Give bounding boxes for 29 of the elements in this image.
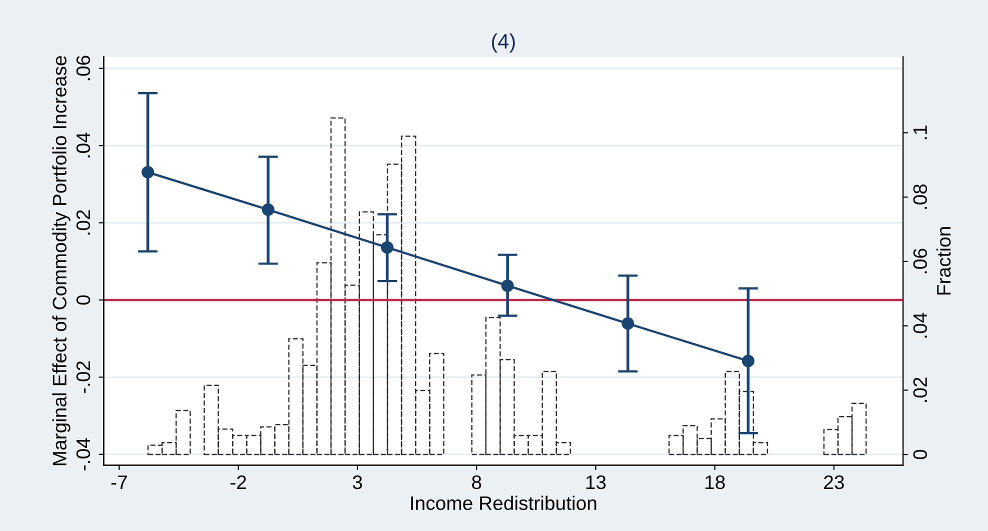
- point: [380, 241, 394, 254]
- y-tick-label: 0: [76, 295, 90, 305]
- x-tick-label: 18: [705, 475, 725, 490]
- x-tick-label: 23: [824, 475, 844, 490]
- y2-tick-label: .1: [913, 126, 927, 140]
- point: [501, 279, 514, 292]
- point: [622, 317, 634, 330]
- point: [742, 354, 754, 368]
- y2-tick-label: 0: [913, 450, 928, 460]
- y-tick-label: .02: [76, 210, 90, 235]
- x-tick-label: 3: [352, 475, 362, 490]
- x-tick-label: 13: [586, 475, 606, 490]
- chart-title: (4): [492, 33, 515, 53]
- y2-tick-label: .04: [913, 312, 928, 338]
- x-axis-title: Income Redistribution: [411, 496, 596, 510]
- y-axis-title: Marginal Effect of Commodity Portfolio Increase: [52, 56, 70, 466]
- y2-tick-label: .06: [913, 248, 928, 274]
- y2-axis-title: Fraction: [936, 227, 951, 295]
- x-tick-label: -7: [111, 476, 127, 489]
- y-tick-label: .06: [76, 56, 90, 80]
- y-tick-label: -.02: [76, 361, 90, 394]
- x-tick-label: 8: [472, 475, 482, 490]
- y-tick-label: -.04: [76, 438, 90, 470]
- point: [262, 203, 274, 216]
- y2-tick-label: .08: [913, 184, 928, 209]
- y-tick-label: .04: [76, 132, 90, 158]
- y2-tick-label: .02: [913, 378, 928, 402]
- x-tick-label: -2: [230, 475, 246, 489]
- point: [142, 166, 154, 178]
